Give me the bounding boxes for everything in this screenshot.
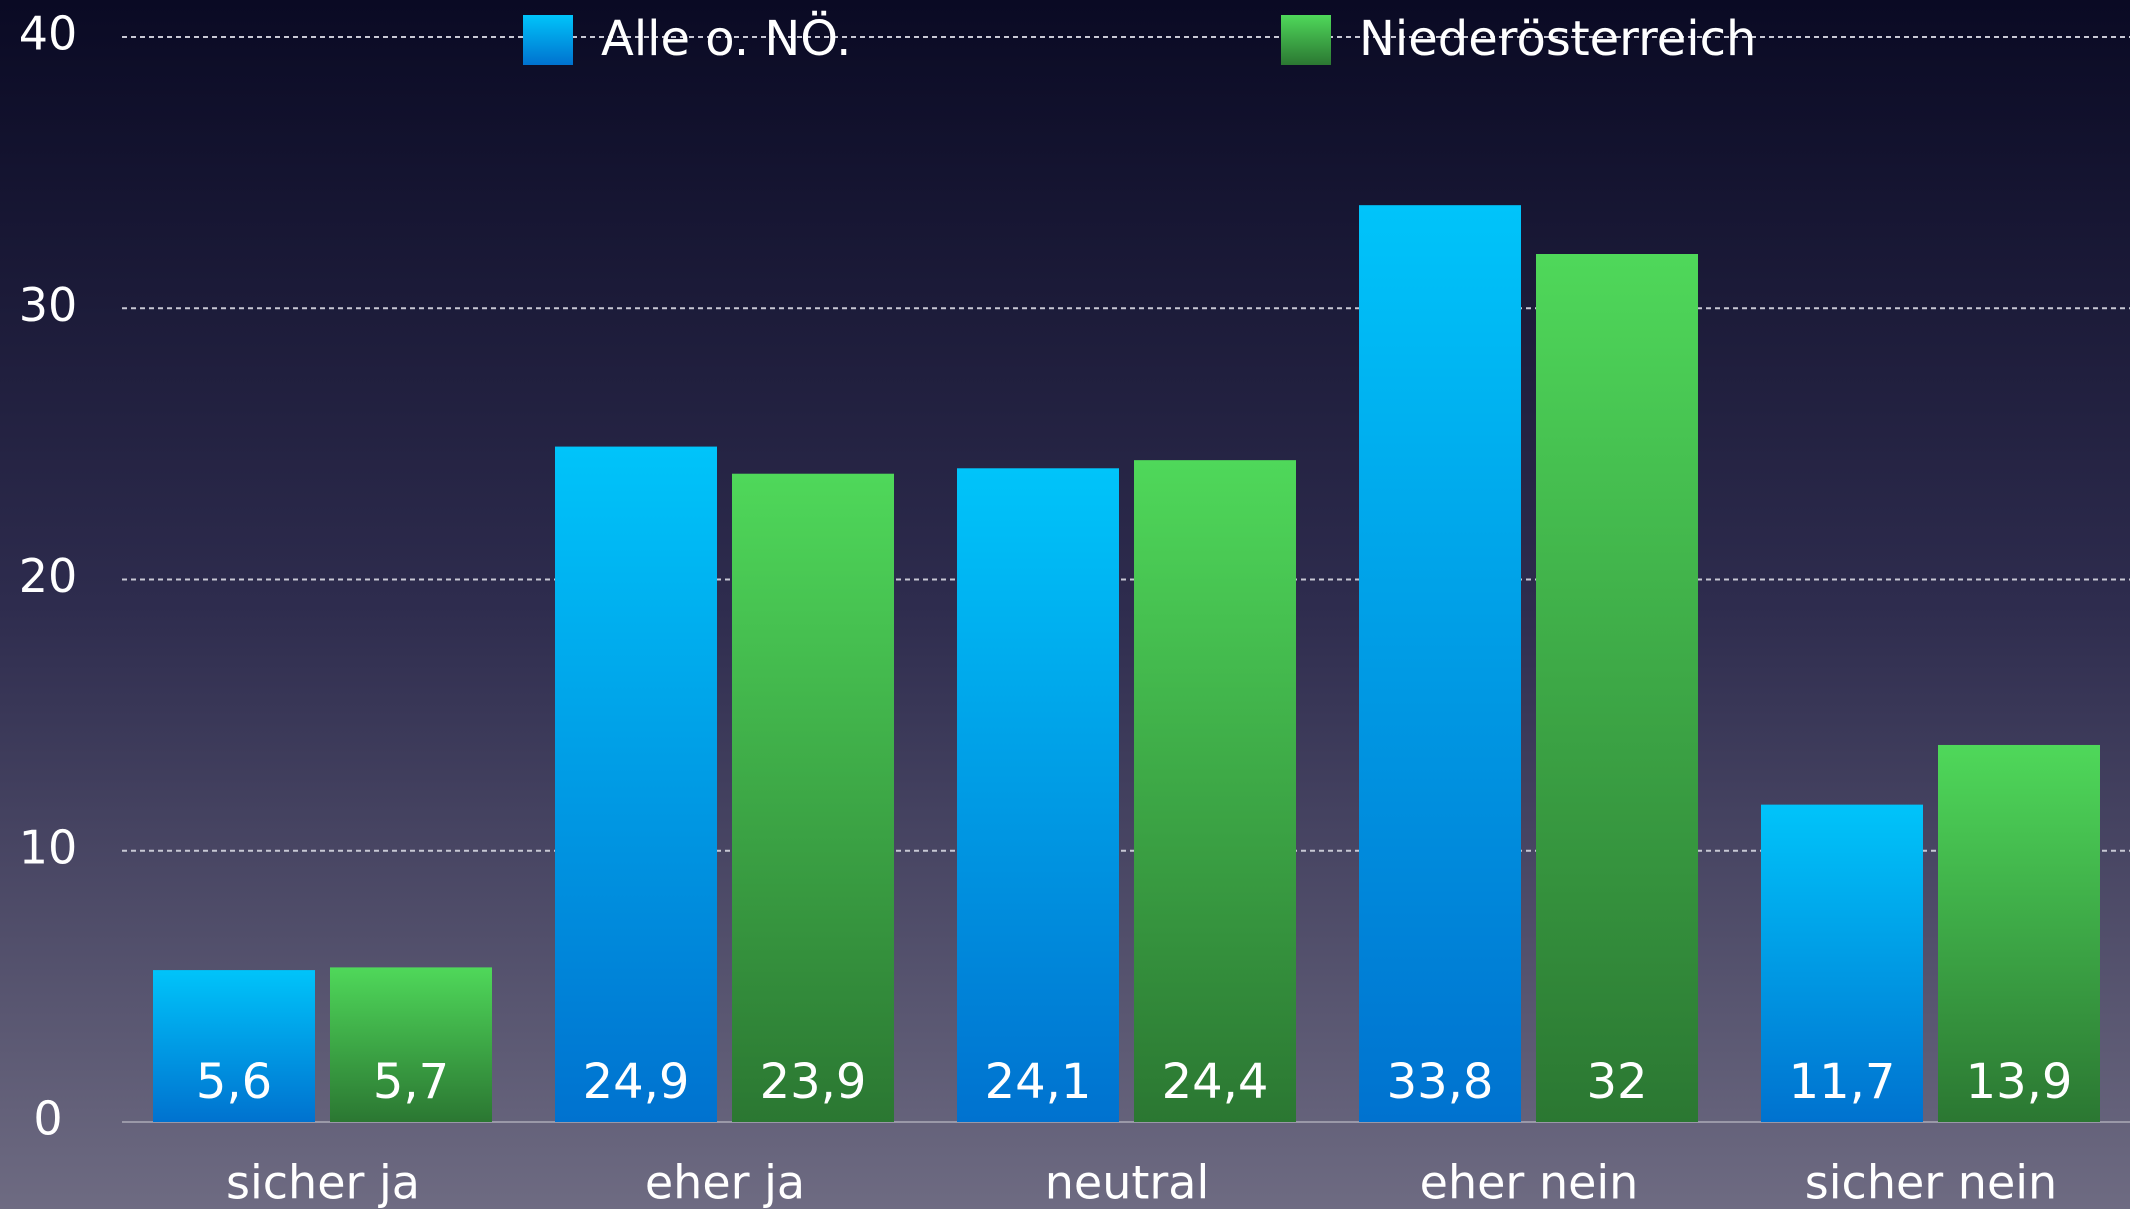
value-label: 24,4: [1162, 1054, 1269, 1110]
value-label: 32: [1586, 1054, 1647, 1110]
x-tick-label: sicher ja: [226, 1156, 420, 1209]
x-tick-label: neutral: [1045, 1156, 1210, 1209]
y-tick-label: 10: [19, 820, 78, 874]
x-tick-label: sicher nein: [1805, 1156, 2057, 1209]
value-label: 11,7: [1789, 1054, 1896, 1110]
bar: [1359, 205, 1521, 1123]
bar: [957, 468, 1119, 1123]
bar: [1938, 744, 2100, 1122]
legend-label: Niederösterreich: [1359, 11, 1756, 67]
x-tick-label: eher nein: [1420, 1156, 1639, 1209]
value-label: 24,9: [583, 1054, 690, 1110]
value-label: 23,9: [760, 1054, 867, 1110]
legend-swatch: [1281, 15, 1331, 65]
value-label: 33,8: [1387, 1054, 1494, 1110]
y-tick-label: 30: [19, 278, 78, 332]
bar: [555, 446, 717, 1122]
bar: [1536, 254, 1698, 1122]
bar: [1761, 804, 1923, 1122]
bar: [330, 967, 492, 1122]
x-tick-label: eher ja: [645, 1156, 805, 1209]
y-tick-label: 40: [19, 7, 78, 61]
value-label: 5,7: [373, 1054, 449, 1110]
value-label: 24,1: [985, 1054, 1092, 1110]
value-label: 13,9: [1966, 1054, 2073, 1110]
bar: [732, 473, 894, 1122]
value-label: 5,6: [196, 1054, 272, 1110]
legend-swatch: [523, 15, 573, 65]
bar: [1134, 460, 1296, 1122]
y-tick-label: 20: [19, 549, 78, 603]
bar: [153, 970, 315, 1122]
legend-label: Alle o. NÖ.: [601, 11, 851, 67]
y-tick-label: 0: [33, 1092, 62, 1146]
